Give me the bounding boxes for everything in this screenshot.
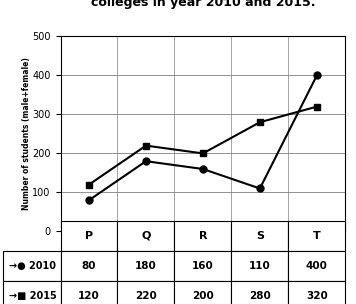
Legend: 2010, 2015: 2010, 2015 bbox=[126, 0, 280, 6]
Title: colleges in year 2010 and 2015.: colleges in year 2010 and 2015. bbox=[91, 0, 315, 9]
Y-axis label: Number of students (male+female): Number of students (male+female) bbox=[22, 57, 31, 210]
